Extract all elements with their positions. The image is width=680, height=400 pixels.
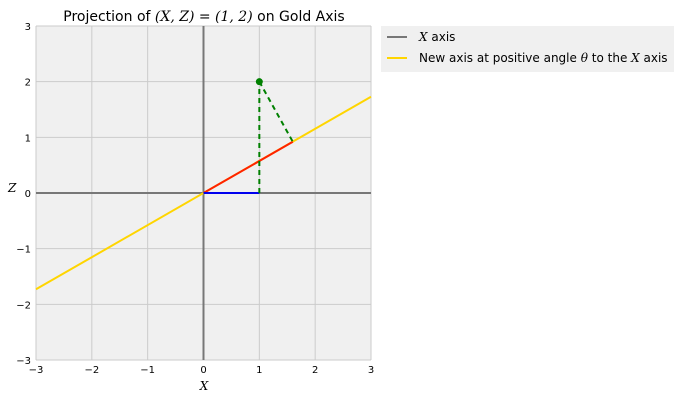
legend-1-middle: to the	[588, 51, 631, 65]
x-tick-label: 3	[368, 365, 374, 376]
x-axis-label: X	[199, 379, 209, 393]
y-tick-label: −1	[16, 245, 31, 256]
y-tick-label: −2	[16, 300, 31, 311]
projection-segment-red	[203, 140, 294, 194]
y-tick-label: 2	[25, 78, 31, 89]
chart-title: Projection of (X, Z) = (1, 2) on Gold Ax…	[63, 9, 344, 25]
y-tick-label: 0	[25, 189, 31, 200]
legend-1-math: θ	[581, 51, 589, 65]
y-tick-label: 1	[25, 133, 31, 144]
x-tick-label: −1	[140, 365, 155, 376]
legend-entry-x-axis: X axis	[418, 30, 455, 44]
legend: X axis New axis at positive angle θ to t…	[381, 26, 674, 72]
title-suffix: on Gold Axis	[253, 9, 345, 25]
legend-background	[381, 26, 674, 72]
x-tick-label: 0	[200, 365, 206, 376]
legend-0-suffix: axis	[428, 30, 456, 44]
series-group	[35, 26, 372, 360]
y-tick-label: −3	[16, 356, 31, 367]
y-axis-label: Z	[7, 181, 17, 195]
legend-entry-gold-axis: New axis at positive angle θ to the X ax…	[419, 51, 668, 65]
y-tick-label: 3	[25, 22, 31, 33]
x-tick-label: 2	[312, 365, 318, 376]
tick-labels: −3 −2 −1 0 1 2 3 −3 −2 −1 0 1 2 3	[16, 22, 374, 376]
title-math: (X, Z) = (1, 2)	[155, 9, 253, 25]
title-prefix: Projection of	[63, 9, 155, 25]
legend-1-math2: X	[630, 51, 640, 65]
green-dashed-perpendicular	[258, 81, 294, 143]
legend-0-math: X	[418, 30, 428, 44]
x-tick-label: −3	[29, 365, 44, 376]
x-tick-label: −2	[84, 365, 99, 376]
legend-1-suffix: axis	[640, 51, 668, 65]
legend-1-prefix: New axis at positive angle	[419, 51, 581, 65]
point-marker	[255, 78, 263, 86]
x-tick-label: 1	[256, 365, 262, 376]
